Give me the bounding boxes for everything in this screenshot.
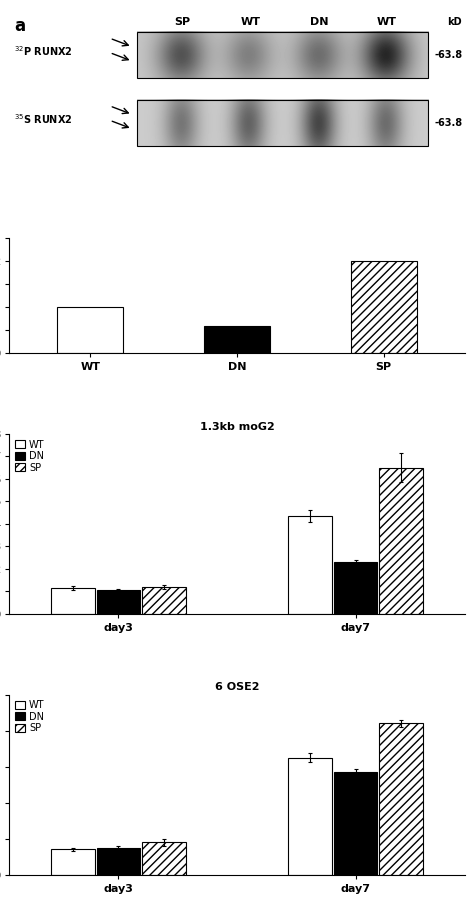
Bar	[334, 772, 377, 875]
Bar	[51, 589, 94, 614]
Text: WT: WT	[241, 16, 261, 26]
Bar	[97, 847, 140, 875]
Text: -63.8: -63.8	[434, 118, 462, 128]
Title: 1.3kb moG2: 1.3kb moG2	[200, 422, 274, 432]
Text: -63.8: -63.8	[434, 50, 462, 60]
Bar	[380, 467, 423, 614]
Bar	[334, 562, 377, 614]
Text: WT: WT	[377, 16, 397, 26]
Bar	[142, 587, 185, 614]
Bar	[137, 33, 428, 78]
Bar	[51, 849, 94, 875]
Bar	[97, 590, 140, 614]
Text: DN: DN	[310, 16, 328, 26]
Text: $^{32}$P RUNX2: $^{32}$P RUNX2	[14, 45, 73, 58]
Text: kD: kD	[447, 16, 462, 26]
Bar	[142, 842, 185, 875]
Legend: WT, DN, SP: WT, DN, SP	[14, 439, 46, 474]
Text: a: a	[14, 16, 25, 35]
Text: SP: SP	[174, 16, 191, 26]
Bar	[204, 326, 270, 353]
Bar	[351, 261, 417, 353]
Bar	[289, 517, 332, 614]
Legend: WT, DN, SP: WT, DN, SP	[14, 700, 46, 734]
Bar	[137, 100, 428, 146]
Text: $^{35}$S RUNX2: $^{35}$S RUNX2	[14, 112, 73, 126]
Title: 6 OSE2: 6 OSE2	[215, 682, 259, 692]
Bar	[57, 307, 123, 353]
Bar	[289, 758, 332, 875]
Bar	[380, 723, 423, 875]
